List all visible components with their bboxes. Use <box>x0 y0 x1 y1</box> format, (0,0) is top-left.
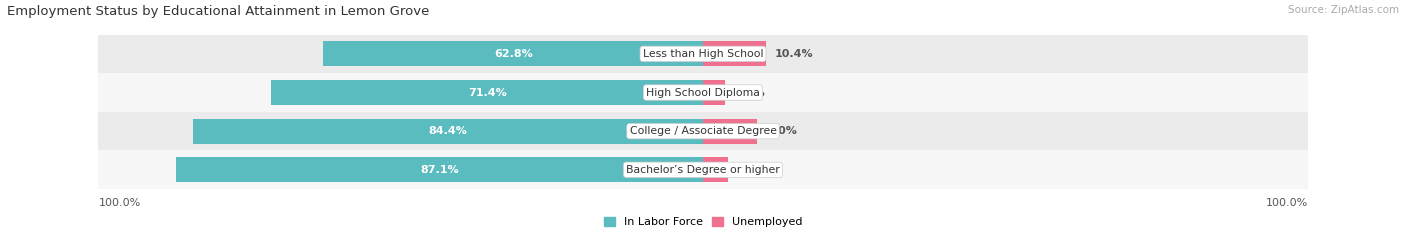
Bar <box>323 41 703 66</box>
Text: Bachelor’s Degree or higher: Bachelor’s Degree or higher <box>626 165 780 175</box>
Bar <box>703 157 728 182</box>
Text: 62.8%: 62.8% <box>494 49 533 59</box>
Text: 71.4%: 71.4% <box>468 88 506 98</box>
Bar <box>98 73 1308 112</box>
Text: Source: ZipAtlas.com: Source: ZipAtlas.com <box>1288 5 1399 15</box>
Bar <box>703 80 725 105</box>
Text: 84.4%: 84.4% <box>429 126 467 136</box>
Text: 87.1%: 87.1% <box>420 165 458 175</box>
Text: 100.0%: 100.0% <box>98 198 141 208</box>
Bar <box>98 112 1308 151</box>
Text: College / Associate Degree: College / Associate Degree <box>630 126 776 136</box>
Bar <box>98 151 1308 189</box>
Text: 10.4%: 10.4% <box>775 49 814 59</box>
Text: High School Diploma: High School Diploma <box>647 88 759 98</box>
Text: 100.0%: 100.0% <box>1265 198 1308 208</box>
Text: 4.1%: 4.1% <box>737 165 768 175</box>
Text: 9.0%: 9.0% <box>766 126 797 136</box>
Bar <box>193 119 703 144</box>
Legend: In Labor Force, Unemployed: In Labor Force, Unemployed <box>603 217 803 227</box>
Text: Less than High School: Less than High School <box>643 49 763 59</box>
Text: Employment Status by Educational Attainment in Lemon Grove: Employment Status by Educational Attainm… <box>7 5 429 18</box>
Bar <box>703 119 758 144</box>
Bar <box>271 80 703 105</box>
Bar <box>703 41 766 66</box>
Bar <box>176 157 703 182</box>
Text: 3.7%: 3.7% <box>734 88 765 98</box>
Bar <box>98 34 1308 73</box>
